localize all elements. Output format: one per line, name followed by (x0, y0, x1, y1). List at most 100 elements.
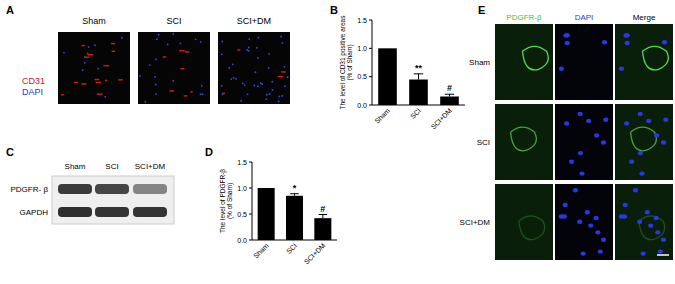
significance: * (293, 183, 297, 193)
dapi-signal (156, 38, 158, 40)
row-label: SCI+DM (460, 218, 491, 227)
micrograph (495, 24, 553, 100)
nucleus (601, 238, 606, 242)
nucleus (663, 118, 668, 122)
dapi-signal (172, 33, 174, 35)
dapi-signal (272, 89, 274, 91)
error-cap (290, 193, 299, 194)
dapi-signal (242, 82, 244, 84)
panel-a: AShamSCISCI+DMCD31DAPI (6, 4, 290, 104)
dapi-signal (200, 41, 202, 43)
dapi-signal (247, 93, 249, 95)
cd31-signal (61, 94, 64, 96)
dapi-signal (281, 95, 283, 97)
dapi-signal (84, 57, 86, 59)
dapi-signal (97, 68, 99, 70)
nucleus (598, 249, 603, 253)
nucleus (573, 188, 578, 192)
band (133, 184, 167, 194)
category-label: SCI+DM (303, 242, 327, 266)
axis-label: The level of PDGFR-β(% of Sham) (219, 169, 234, 233)
nucleus (602, 40, 607, 44)
cd31-signal (103, 65, 109, 67)
error-line (418, 74, 419, 80)
vessel (519, 216, 545, 240)
dapi-signal (221, 41, 223, 43)
dapi-signal (287, 76, 289, 78)
nucleus (563, 33, 568, 37)
row-label: GAPDH (20, 208, 49, 217)
micrograph (138, 32, 210, 104)
panel-label: D (205, 146, 213, 158)
nucleus (633, 188, 638, 192)
error-cap (414, 73, 423, 74)
tick-label: 0.5 (237, 211, 247, 218)
nucleus (629, 159, 634, 163)
nucleus (563, 203, 568, 207)
micrograph (218, 32, 290, 104)
dapi-signal (82, 69, 84, 71)
error-cap (319, 214, 328, 215)
dapi-signal (149, 64, 151, 66)
tick-label: 0.0 (237, 237, 247, 244)
row-label: PDGFR- β (11, 185, 49, 194)
category-label: SCI+DM (429, 107, 453, 131)
cd31-signal (112, 50, 115, 52)
dapi-signal (155, 83, 157, 85)
dapi-signal (280, 36, 282, 38)
significance: ** (415, 63, 423, 73)
vessel (511, 127, 537, 151)
error-bar (445, 94, 454, 96)
nucleus (638, 112, 643, 116)
dapi-signal (255, 71, 257, 73)
error-line (322, 215, 323, 219)
bar-chart: DThe level of PDGFR-β(% of Sham)0.00.51.… (205, 146, 337, 266)
nucleus (581, 251, 586, 255)
y-axis (252, 162, 253, 240)
micrograph (615, 184, 673, 260)
dapi-signal (179, 42, 181, 44)
cd31-signal (190, 91, 192, 93)
stain-label: CD31 (22, 76, 45, 86)
dapi-signal (155, 93, 157, 95)
significance: # (320, 204, 325, 214)
dapi-signal (265, 98, 267, 100)
row-label: SCI (477, 138, 490, 147)
panel-c: CShamSCISCI+DMPDGFR- βGAPDH (6, 146, 174, 224)
nucleus (654, 216, 659, 220)
y-axis (372, 20, 373, 105)
cd31-signal (278, 76, 284, 78)
dapi-signal (257, 37, 259, 39)
micrograph (555, 184, 613, 260)
tick (249, 240, 252, 241)
nucleus (588, 223, 593, 227)
dapi-signal (121, 37, 123, 39)
dapi-signal (232, 63, 234, 65)
dapi-signal (84, 62, 86, 64)
dapi-signal (248, 38, 250, 40)
cd31-signal (163, 56, 167, 58)
error-cap (445, 94, 454, 95)
nucleus (624, 121, 629, 125)
dapi-signal (167, 44, 169, 46)
dapi-signal (244, 84, 246, 86)
tick (369, 76, 372, 77)
band (133, 207, 167, 217)
error-bar (414, 74, 423, 80)
dapi-signal (235, 78, 237, 80)
bar (314, 218, 331, 240)
cd31-signal (222, 93, 225, 95)
tick (369, 48, 372, 49)
nucleus (661, 238, 666, 242)
dapi-signal (248, 47, 250, 49)
tick-label: 0.5 (357, 73, 367, 80)
dapi-signal (222, 93, 224, 95)
axis-label: The level of CD31 positive areas(% of Sh… (339, 15, 354, 110)
nucleus (638, 151, 643, 155)
micrograph (615, 24, 673, 100)
nucleus (569, 159, 574, 163)
nucleus (565, 41, 570, 45)
bars (258, 188, 332, 240)
dapi-signal (268, 67, 270, 69)
tick-label: 1.0 (357, 45, 367, 52)
